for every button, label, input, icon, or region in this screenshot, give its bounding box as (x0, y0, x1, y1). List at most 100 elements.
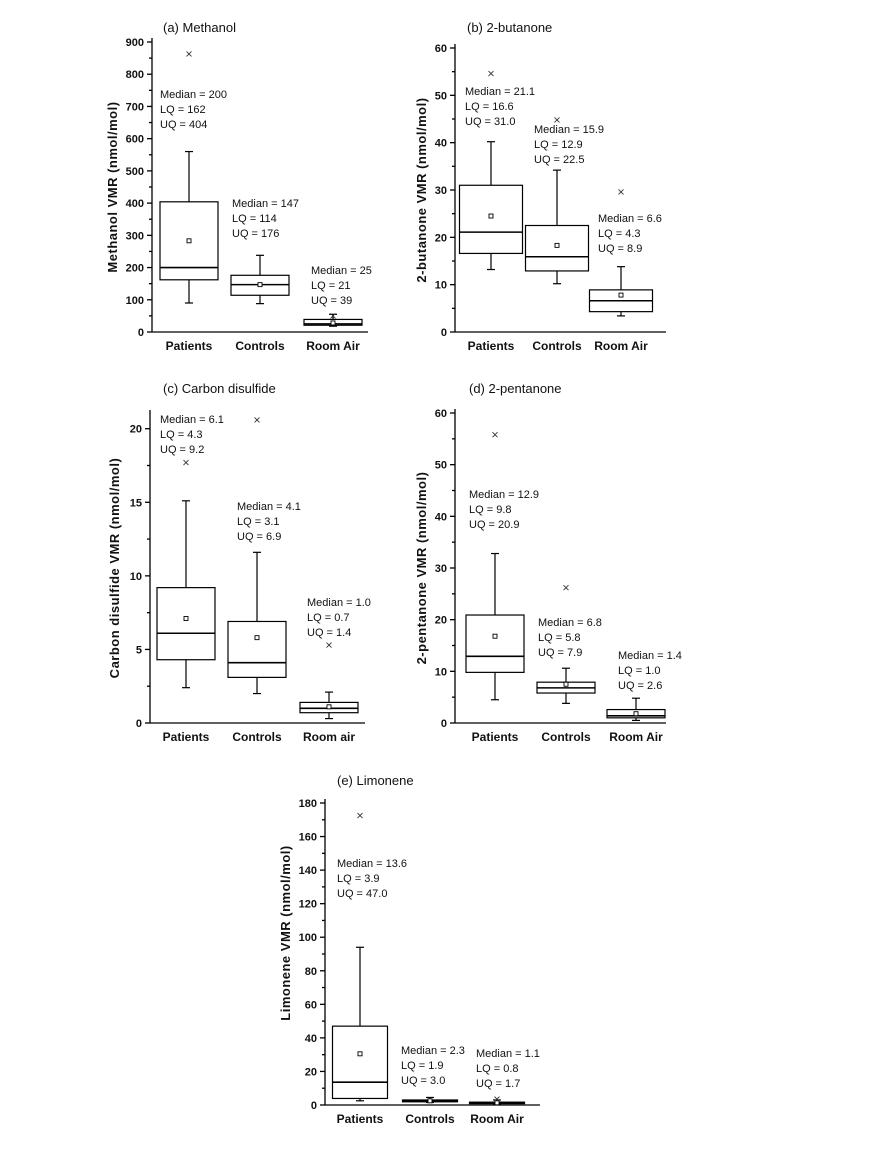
iqr-box (458, 184, 524, 255)
box-controls: Controls (230, 254, 290, 353)
mean-marker (618, 292, 624, 298)
y-tick-label: 40 (305, 1033, 317, 1045)
box-room-air: Room Air (588, 189, 654, 353)
box-room-air: Room Air (606, 697, 666, 744)
annotation-line: Median = 200 (160, 89, 227, 101)
mean-marker (427, 1098, 433, 1104)
stats-annotation: Median = 6.6 LQ = 4.3 UQ = 8.9 (598, 213, 662, 255)
y-tick-label: 10 (435, 280, 447, 292)
y-tick-label: 500 (126, 166, 144, 178)
box-room-air: Room air (299, 642, 359, 744)
outlier-stroke (254, 417, 260, 423)
annotation-line: LQ = 0.8 (476, 1063, 519, 1075)
x-category-label: Controls (541, 730, 591, 744)
annotation-line: Median = 21.1 (465, 86, 535, 98)
stats-annotation: Median = 4.1 LQ = 3.1 UQ = 6.9 (237, 501, 301, 543)
x-category-label: Room Air (306, 339, 360, 353)
annotation-line: UQ = 1.4 (307, 627, 351, 639)
y-tick-label: 0 (441, 327, 447, 339)
outlier-marker (254, 417, 260, 423)
annotation-line: LQ = 21 (311, 280, 350, 292)
stats-annotation: Median = 25 LQ = 21 UQ = 39 (311, 265, 372, 307)
y-tick-label: 180 (299, 798, 317, 810)
y-tick-label: 30 (435, 185, 447, 197)
stats-annotation: Median = 200 LQ = 162 UQ = 404 (160, 89, 227, 131)
y-tick-label: 0 (138, 327, 144, 339)
annotation-line: LQ = 16.6 (465, 101, 514, 113)
mean-marker (330, 320, 336, 326)
y-tick-label: 40 (435, 138, 447, 150)
stats-annotation: Median = 1.4 LQ = 1.0 UQ = 2.6 (618, 650, 682, 692)
stats-annotation: Median = 13.6 LQ = 3.9 UQ = 47.0 (337, 858, 407, 900)
outlier-marker (492, 431, 498, 438)
annotation-line: Median = 15.9 (534, 124, 604, 136)
box-patients: Patients (159, 51, 219, 353)
annotation-line: LQ = 9.8 (469, 504, 512, 516)
x-category-label: Controls (235, 339, 285, 353)
y-tick-label: 100 (299, 932, 317, 944)
annotation-line: UQ = 6.9 (237, 531, 281, 543)
outlier-marker (563, 584, 569, 591)
y-axis-label: Carbon disulfide VMR (nmol/mol) (107, 458, 122, 679)
outlier-stroke (563, 584, 569, 591)
x-category-label: Controls (405, 1112, 455, 1126)
chart-title: (a) Methanol (163, 20, 236, 35)
mean-marker (554, 242, 560, 248)
annotation-line: LQ = 4.3 (160, 429, 203, 441)
outlier-stroke (186, 51, 192, 57)
annotation-line: Median = 1.4 (618, 650, 682, 662)
annotation-line: UQ = 2.6 (618, 680, 662, 692)
y-tick-label: 80 (305, 966, 317, 978)
annotation-line: LQ = 5.8 (538, 632, 581, 644)
mean-marker (492, 633, 498, 639)
iqr-box (465, 614, 525, 673)
stats-annotation: Median = 15.9 LQ = 12.9 UQ = 22.5 (534, 124, 604, 166)
mean-marker (186, 238, 192, 244)
stats-annotation: Median = 6.8 LQ = 5.8 UQ = 7.9 (538, 617, 602, 659)
y-tick-label: 200 (126, 263, 144, 275)
outlier-stroke (492, 431, 498, 438)
x-category-label: Patients (468, 339, 515, 353)
outlier-marker (326, 642, 332, 648)
annotation-line: Median = 25 (311, 265, 372, 277)
outlier-stroke (554, 117, 560, 123)
y-tick-label: 20 (435, 615, 447, 627)
y-tick-label: 0 (311, 1100, 317, 1112)
annotation-line: Median = 13.6 (337, 858, 407, 870)
stats-annotation: Median = 147 LQ = 114 UQ = 176 (232, 198, 299, 240)
annotation-line: UQ = 9.2 (160, 444, 204, 456)
mean-marker (254, 635, 260, 641)
chart-title: (e) Limonene (337, 773, 414, 788)
annotation-line: Median = 4.1 (237, 501, 301, 513)
outlier-marker (183, 459, 189, 466)
y-tick-label: 10 (435, 666, 447, 678)
annotation-line: Median = 6.1 (160, 414, 224, 426)
outlier-marker (330, 313, 336, 319)
y-tick-label: 800 (126, 69, 144, 81)
y-tick-label: 700 (126, 101, 144, 113)
y-tick-label: 5 (136, 644, 142, 656)
annotation-line: UQ = 1.7 (476, 1078, 520, 1090)
outlier-stroke (183, 459, 189, 466)
x-category-label: Room air (303, 730, 355, 744)
x-category-label: Patients (166, 339, 213, 353)
stats-annotation: Median = 1.1 LQ = 0.8 UQ = 1.7 (476, 1048, 540, 1090)
outlier-marker (554, 117, 560, 123)
annotation-line: Median = 1.0 (307, 597, 371, 609)
outlier-stroke (357, 812, 363, 819)
annotation-line: UQ = 39 (311, 295, 352, 307)
y-tick-label: 140 (299, 865, 317, 877)
y-tick-label: 30 (435, 563, 447, 575)
chart-panel-5: (e) Limonene Limonene VMR (nmol/mol) 0 20 40… (278, 773, 540, 1126)
box-patients: Patients (156, 459, 216, 744)
x-category-label: Patients (337, 1112, 384, 1126)
y-tick-label: 900 (126, 37, 144, 49)
y-tick-label: 50 (435, 90, 447, 102)
annotation-line: UQ = 47.0 (337, 888, 387, 900)
x-category-label: Room Air (470, 1112, 524, 1126)
annotation-line: Median = 147 (232, 198, 299, 210)
annotation-line: LQ = 3.9 (337, 873, 380, 885)
y-tick-label: 400 (126, 198, 144, 210)
annotation-line: LQ = 1.9 (401, 1060, 444, 1072)
